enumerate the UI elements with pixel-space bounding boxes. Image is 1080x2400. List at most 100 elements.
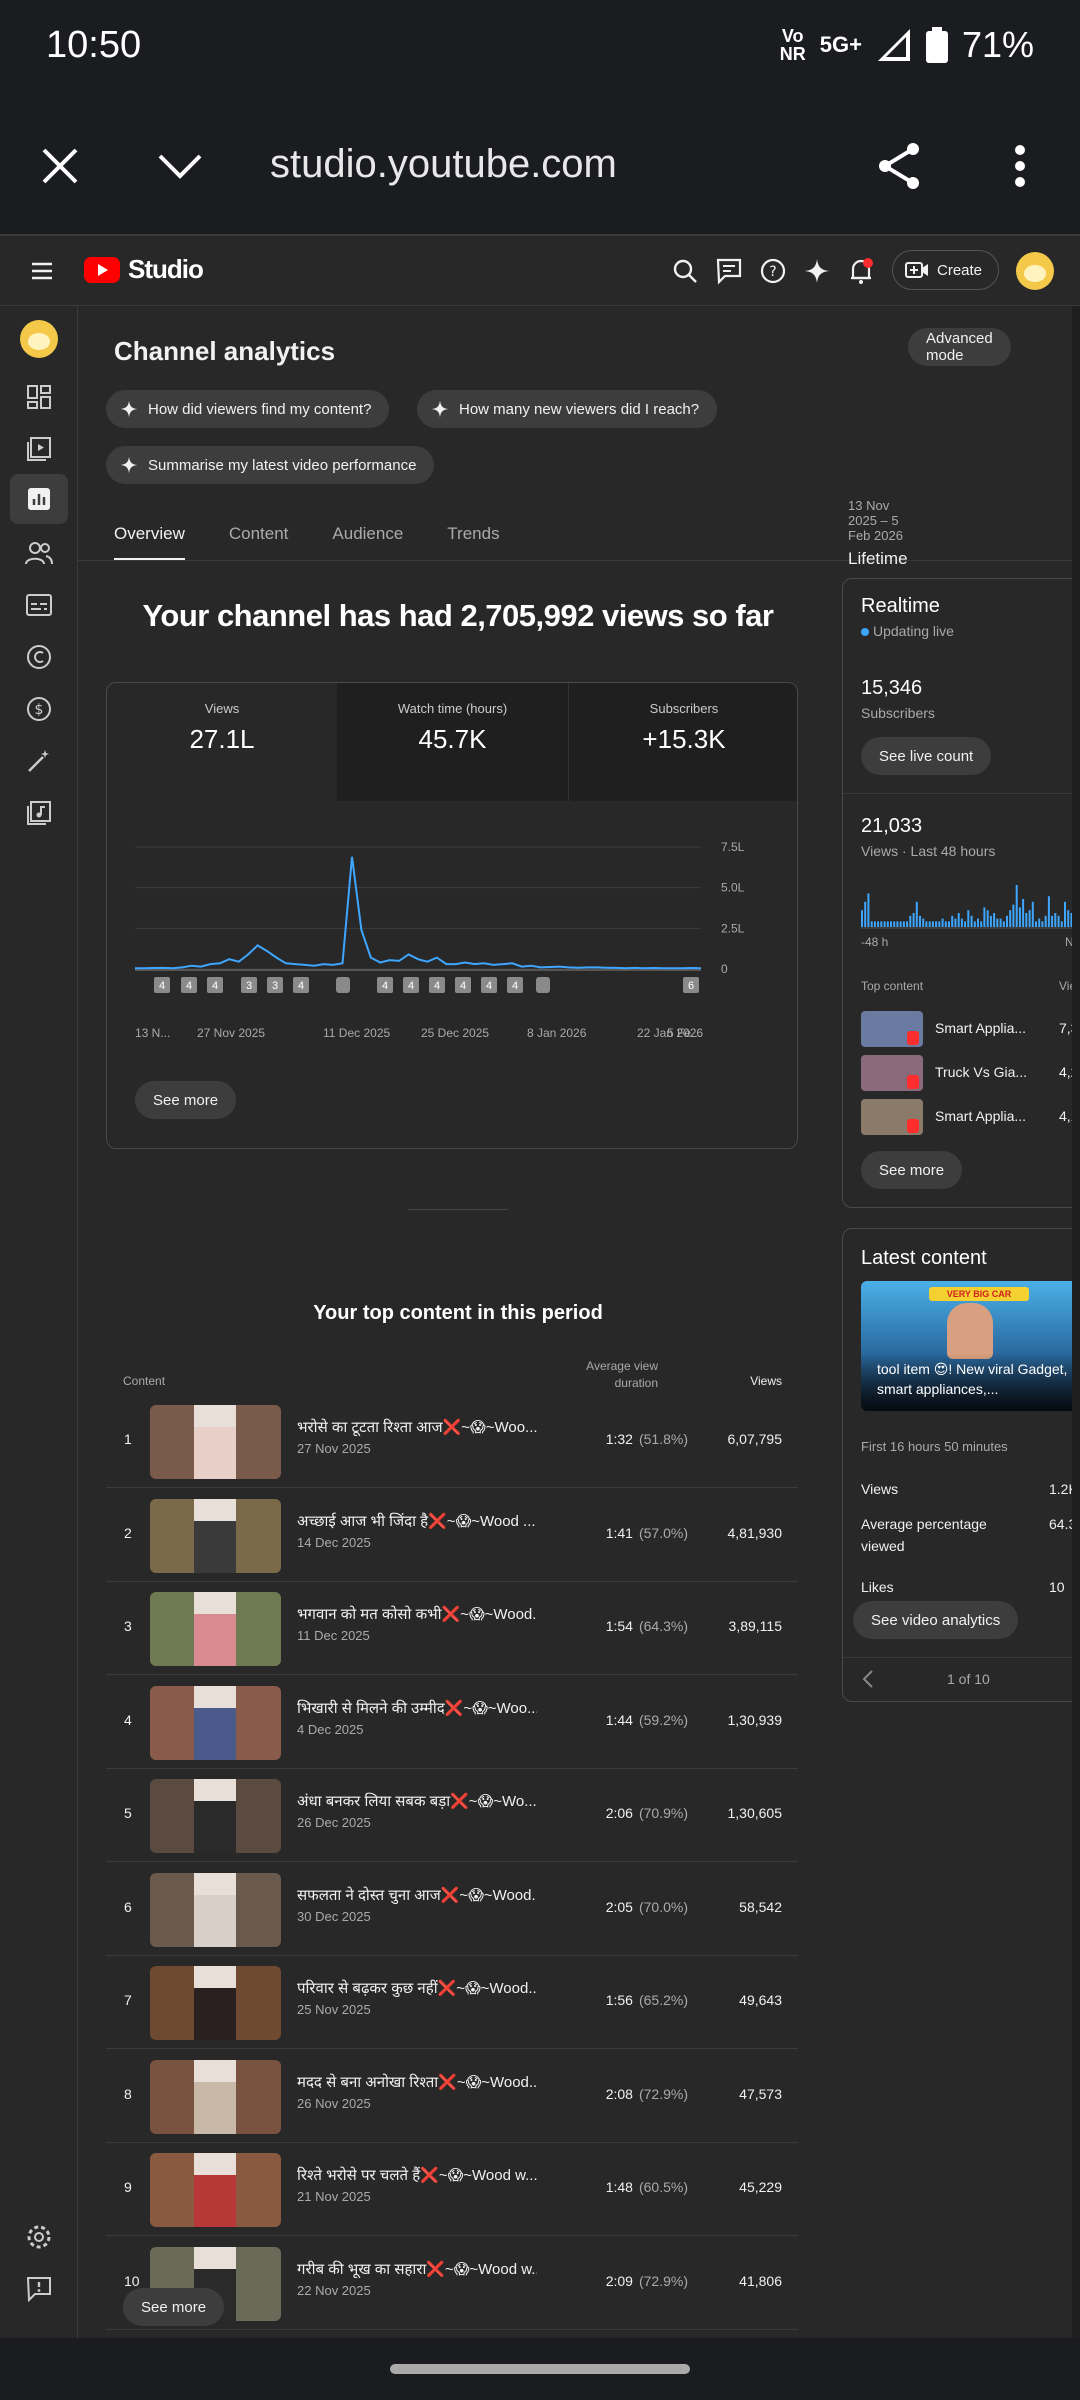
video-title[interactable]: भिखारी से मिलने की उम्मीद❌~😱~Woo... <box>297 1699 537 1717</box>
chevron-down-icon[interactable] <box>144 130 216 202</box>
realtime-bar <box>938 921 941 927</box>
advanced-mode-button[interactable]: Advanced mode <box>908 328 1011 366</box>
video-title[interactable]: अच्छाई आज भी जिंदा है❌~😱~Wood ... <box>297 1512 536 1530</box>
community-icon[interactable] <box>20 534 58 572</box>
analytics-main: Channel analytics Advanced mode How did … <box>78 306 1080 2338</box>
more-vert-icon[interactable] <box>984 130 1056 202</box>
table-row[interactable]: 4 भिखारी से मिलने की उम्मीद❌~😱~Woo... 4 De… <box>106 1676 798 1769</box>
row-rank: 10 <box>124 2272 140 2289</box>
realtime-subs-value: 15,346 <box>861 677 923 699</box>
ask-chip-find-content[interactable]: How did viewers find my content? <box>106 390 390 428</box>
video-thumbnail[interactable] <box>150 2059 281 2134</box>
video-title[interactable]: अंधा बनकर लिया सबक बड़ा❌~😱~Wo... <box>297 1793 537 1810</box>
upload-marker <box>181 977 197 993</box>
metric-watch-time[interactable]: Watch time (hours) 45.7K <box>337 683 568 801</box>
video-thumbnail[interactable] <box>150 1685 281 1760</box>
views-chart: 7.5L 5.0L 2.5L 0 4 4 4 3 3 4 4 4 4 4 4 4 6 13 N... 27 Nov … <box>135 840 745 1040</box>
content-icon[interactable] <box>20 430 58 468</box>
share-icon[interactable] <box>864 130 936 202</box>
subtitles-icon[interactable] <box>20 586 58 624</box>
close-icon[interactable] <box>24 130 96 202</box>
table-row[interactable]: 6 सफलता ने दोस्त चुना आज❌~😱~Wood... 30 Dec… <box>106 1863 798 1956</box>
realtime-top-item[interactable]: Smart Applia... 4,1 <box>861 1099 1080 1135</box>
realtime-bar <box>919 915 921 927</box>
video-thumbnail[interactable] <box>150 1592 281 1666</box>
table-row[interactable]: 9 रिश्ते भरोसे पर चलते हैं❌~😱~Wood w... 21… <box>106 2143 798 2236</box>
channel-avatar[interactable] <box>20 320 58 358</box>
table-row[interactable]: 2 अच्छाई आज भी जिंदा है❌~😱~Wood ... 14 Dec… <box>106 1489 798 1582</box>
metric-views[interactable]: Views 27.1L <box>189 701 255 754</box>
avg-view-duration: 1:41 (57.0%) <box>605 1524 688 1541</box>
feedback-icon[interactable] <box>20 2270 58 2308</box>
copyright-icon[interactable] <box>20 638 58 676</box>
thumb-figure <box>194 2059 236 2134</box>
thumb-figure <box>194 1966 236 2040</box>
divider <box>843 1657 1080 1658</box>
prev-arrow-icon[interactable] <box>861 1669 875 1694</box>
realtime-bar <box>877 921 880 927</box>
video-thumbnail[interactable] <box>150 1966 281 2040</box>
row-rank: 2 <box>124 1524 132 1541</box>
video-thumbnail[interactable] <box>150 1498 281 1573</box>
see-more-button[interactable]: See more <box>135 1081 237 1119</box>
video-title[interactable]: मदद से बना अनोखा रिश्ता❌~😱~Wood... <box>297 2073 537 2091</box>
customisation-icon[interactable] <box>20 742 58 780</box>
realtime-see-more-button[interactable]: See more <box>861 1151 963 1189</box>
earn-icon[interactable]: $ <box>20 690 58 728</box>
tab-content[interactable]: Content <box>228 524 289 543</box>
period-selector[interactable]: 13 Nov 2025 – 5 Feb 2026 Lifetime <box>848 498 908 569</box>
table-row[interactable]: 1 भरोसे का टूटता रिश्ता आज❌~😱~Woo... 27 No… <box>106 1395 798 1488</box>
video-title[interactable]: सफलता ने दोस्त चुना आज❌~😱~Wood... <box>297 1886 537 1904</box>
video-title[interactable]: गरीब की भूख का सहारा❌~😱~Wood w... <box>297 2260 537 2278</box>
realtime-top-item[interactable]: Smart Applia... 7,3 <box>861 1011 1080 1047</box>
shorts-marker-icon <box>536 977 550 993</box>
video-title[interactable]: भगवान को मत कोसो कभी❌~😱~Wood... <box>297 1606 537 1623</box>
notifications-icon[interactable] <box>841 251 881 291</box>
video-title[interactable]: रिश्ते भरोसे पर चलते हैं❌~😱~Wood w... <box>297 2167 537 2184</box>
home-gesture-bar[interactable] <box>390 2364 690 2374</box>
sparkle-icon[interactable] <box>797 251 837 291</box>
live-dot-icon <box>861 628 869 636</box>
see-live-count-button[interactable]: See live count <box>861 737 992 775</box>
ask-chip-summarise[interactable]: Summarise my latest video performance <box>106 446 435 484</box>
video-title[interactable]: भरोसे का टूटता रिश्ता आज❌~😱~Woo... <box>297 1419 537 1436</box>
help-icon[interactable]: ? <box>753 251 793 291</box>
scrollbar[interactable] <box>1072 306 1080 2338</box>
x-tick-label: 11 Dec 2025 <box>323 1026 390 1040</box>
realtime-top-item[interactable]: Truck Vs Gia... 4,2 <box>861 1055 1080 1091</box>
see-video-analytics-button[interactable]: See video analytics <box>853 1601 1019 1639</box>
video-thumbnail[interactable] <box>150 1405 281 1479</box>
realtime-views-label: Views · Last 48 hours <box>861 843 996 859</box>
metric-subscribers[interactable]: Subscribers +15.3K <box>568 683 797 801</box>
tab-overview[interactable]: Overview <box>114 524 185 561</box>
analytics-icon[interactable] <box>10 474 68 524</box>
tab-audience[interactable]: Audience <box>332 524 404 543</box>
table-row[interactable]: 8 मदद से बना अनोखा रिश्ता❌~😱~Wood... 26 No… <box>106 2050 798 2143</box>
video-views: 1,30,605 <box>727 1805 783 1821</box>
realtime-bar <box>886 921 889 927</box>
settings-icon[interactable] <box>20 2218 58 2256</box>
tab-trends[interactable]: Trends <box>447 524 500 543</box>
video-views: 6,07,795 <box>727 1431 783 1447</box>
create-button[interactable]: Create <box>892 250 1000 290</box>
table-row[interactable]: 5 अंधा बनकर लिया सबक बड़ा❌~😱~Wo... 26 Dec … <box>106 1769 798 1862</box>
table-row[interactable]: 3 भगवान को मत कोसो कभी❌~😱~Wood... 11 Dec 2… <box>106 1582 798 1675</box>
table-row[interactable]: 7 परिवार से बढ़कर कुछ नहीं❌~😱~Wood... 25 N… <box>106 1956 798 2049</box>
video-thumbnail[interactable] <box>150 2153 281 2227</box>
latest-video-thumbnail[interactable]: VERY BIG CAR tool item 😍! New viral Gadg… <box>861 1281 1080 1411</box>
account-avatar[interactable] <box>1016 252 1054 290</box>
studio-logo[interactable]: Studio <box>84 254 204 285</box>
video-thumbnail[interactable] <box>150 1872 281 1947</box>
video-thumbnail[interactable] <box>150 1779 281 1853</box>
search-icon[interactable] <box>665 251 705 291</box>
comments-icon[interactable] <box>709 251 749 291</box>
video-title[interactable]: परिवार से बढ़कर कुछ नहीं❌~😱~Wood... <box>297 1980 537 1997</box>
ask-chip-new-viewers[interactable]: How many new viewers did I reach? <box>417 390 718 428</box>
analytics-tabs: Overview Content Audience Trends <box>114 524 500 561</box>
see-more-top-content-button[interactable]: See more <box>123 2288 225 2326</box>
hamburger-menu-icon[interactable] <box>22 251 62 291</box>
audio-library-icon[interactable] <box>20 794 58 832</box>
dashboard-icon[interactable] <box>20 378 58 416</box>
url-bar[interactable]: studio.youtube.com <box>270 142 617 186</box>
